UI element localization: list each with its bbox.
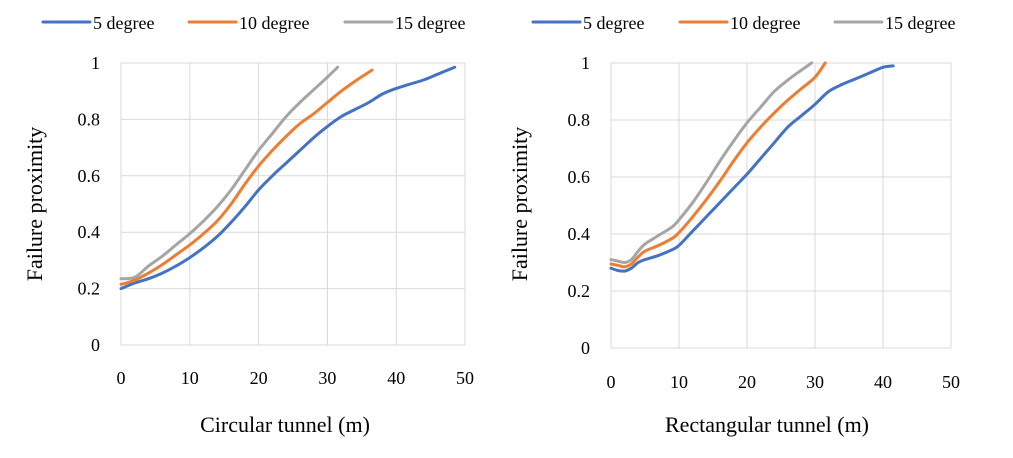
legend-item-10-degree: 10 degree xyxy=(678,13,800,33)
x-tick-label: 10 xyxy=(181,368,199,388)
x-tick-label: 50 xyxy=(456,368,474,388)
x-axis-title: Circular tunnel (m) xyxy=(200,412,370,437)
y-tick-label: 0.6 xyxy=(78,166,101,186)
x-axis-ticks: 0 10 20 30 40 50 xyxy=(117,368,475,388)
y-tick-label: 1 xyxy=(91,53,100,73)
y-tick-label: 0.2 xyxy=(78,279,101,299)
legend-item-5-degree: 5 degree xyxy=(531,13,644,33)
x-tick-label: 20 xyxy=(738,372,756,392)
x-tick-label: 30 xyxy=(806,372,824,392)
y-tick-label: 0.8 xyxy=(568,110,591,130)
y-tick-label: 0.6 xyxy=(568,167,591,187)
y-tick-label: 0.8 xyxy=(78,109,101,129)
y-tick-label: 0 xyxy=(91,335,100,355)
x-tick-label: 40 xyxy=(387,368,405,388)
x-tick-label: 50 xyxy=(942,372,960,392)
legend-label-10-degree: 10 degree xyxy=(239,13,309,33)
x-tick-label: 0 xyxy=(117,368,126,388)
series-line-15-degree xyxy=(119,65,340,281)
chart-circular-tunnel: 5 degree 10 degree 15 degree 00.20.40.60… xyxy=(22,13,474,437)
y-axis-ticks: 0 0.2 0.4 0.6 0.8 1 xyxy=(568,53,591,358)
y-tick-label: 0 xyxy=(581,338,590,358)
y-tick-label: 0.4 xyxy=(568,224,591,244)
legend-item-5-degree: 5 degree xyxy=(41,13,154,33)
legend-label-5-degree: 5 degree xyxy=(93,13,154,33)
y-tick-label: 1 xyxy=(581,53,590,73)
y-axis-ticks: 0 0.2 0.4 0.6 0.8 1 xyxy=(78,53,101,355)
x-axis-title: Rectangular tunnel (m) xyxy=(665,412,869,437)
x-tick-label: 0 xyxy=(607,372,616,392)
legend: 5 degree 10 degree 15 degree xyxy=(531,13,955,33)
x-axis-ticks: 0 10 20 30 40 50 xyxy=(607,372,961,392)
series-line-10-degree xyxy=(119,68,374,286)
legend-item-10-degree: 10 degree xyxy=(187,13,309,33)
x-tick-label: 20 xyxy=(250,368,268,388)
series-lines xyxy=(609,61,895,273)
x-tick-label: 30 xyxy=(318,368,336,388)
y-axis-title: Failure proximity xyxy=(507,127,532,282)
y-axis-title: Failure proximity xyxy=(22,127,47,282)
grid xyxy=(120,62,466,346)
legend: 5 degree 10 degree 15 degree xyxy=(41,13,465,33)
y-tick-label: 0.2 xyxy=(568,281,591,301)
legend-label-10-degree: 10 degree xyxy=(730,13,800,33)
series-lines xyxy=(119,65,457,291)
x-tick-label: 10 xyxy=(670,372,688,392)
legend-item-15-degree: 15 degree xyxy=(833,13,955,33)
series-line-5-degree xyxy=(119,65,457,291)
y-tick-label: 0.4 xyxy=(78,222,101,242)
legend-label-5-degree: 5 degree xyxy=(583,13,644,33)
legend-label-15-degree: 15 degree xyxy=(395,13,465,33)
legend-label-15-degree: 15 degree xyxy=(885,13,955,33)
chart-rectangular-tunnel: 5 degree 10 degree 15 degree 00.20.40.60… xyxy=(507,13,960,437)
legend-item-15-degree: 15 degree xyxy=(343,13,465,33)
grid xyxy=(610,62,952,349)
series-line-15-degree xyxy=(609,61,814,265)
series-line-5-degree xyxy=(609,64,895,273)
series-line-10-degree xyxy=(609,61,827,269)
x-tick-label: 40 xyxy=(874,372,892,392)
